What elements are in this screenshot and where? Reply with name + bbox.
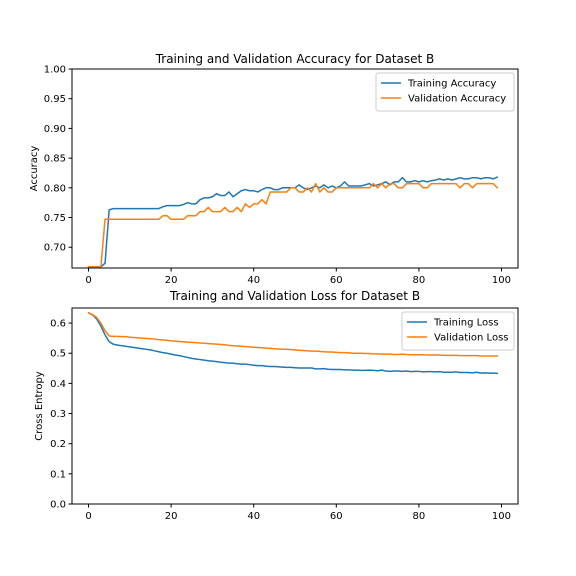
legend-label: Validation Accuracy bbox=[408, 94, 506, 105]
x-tick-label: 100 bbox=[492, 511, 511, 522]
y-tick-label: 0.75 bbox=[44, 213, 66, 224]
x-tick-label: 40 bbox=[247, 275, 260, 286]
y-tick-label: 0.85 bbox=[44, 154, 66, 165]
legend: Training Loss Validation Loss bbox=[401, 311, 515, 351]
x-tick-label: 0 bbox=[85, 275, 91, 286]
legend-box bbox=[401, 311, 515, 351]
plot-area-frame bbox=[71, 307, 519, 505]
y-tick-label: 0.95 bbox=[44, 94, 66, 105]
y-tick-label: 0.4 bbox=[50, 379, 66, 390]
series-line-training-accuracy bbox=[87, 176, 499, 268]
x-tick-label: 60 bbox=[330, 511, 343, 522]
series-line-validation-loss bbox=[87, 312, 499, 357]
chart-title: Training and Validation Loss for Dataset… bbox=[169, 289, 420, 303]
legend-label: Training Accuracy bbox=[407, 79, 496, 90]
y-tick-label: 0.2 bbox=[50, 439, 66, 450]
series-line-training-loss bbox=[87, 312, 499, 375]
legend-label: Training Loss bbox=[433, 318, 499, 329]
plot-area-frame bbox=[71, 68, 519, 269]
x-tick-label: 100 bbox=[492, 275, 511, 286]
y-tick-label: 0.1 bbox=[50, 469, 66, 480]
y-tick-label: 0.70 bbox=[44, 243, 66, 254]
legend-label: Validation Loss bbox=[434, 333, 509, 344]
y-tick-label: 0.6 bbox=[50, 319, 66, 330]
legend-box bbox=[375, 72, 515, 112]
loss-chart: Training and Validation Loss for Dataset… bbox=[34, 289, 519, 522]
y-tick-label: 1.00 bbox=[44, 65, 66, 76]
y-tick-label: 0.3 bbox=[50, 409, 66, 420]
legend: Training Accuracy Validation Accuracy bbox=[375, 72, 515, 112]
chart-title: Training and Validation Accuracy for Dat… bbox=[155, 52, 435, 66]
x-tick-label: 0 bbox=[85, 511, 91, 522]
y-axis-label: Accuracy bbox=[29, 146, 40, 192]
x-tick-label: 40 bbox=[247, 511, 260, 522]
accuracy-chart: Training and Validation Accuracy for Dat… bbox=[29, 52, 519, 286]
x-tick-label: 60 bbox=[330, 275, 343, 286]
y-tick-label: 0.0 bbox=[50, 500, 66, 511]
y-tick-label: 0.5 bbox=[50, 349, 66, 360]
x-tick-label: 20 bbox=[165, 511, 178, 522]
y-tick-label: 0.80 bbox=[44, 183, 66, 194]
y-tick-label: 0.90 bbox=[44, 124, 66, 135]
series-line-validation-accuracy bbox=[87, 182, 499, 268]
x-tick-label: 20 bbox=[165, 275, 178, 286]
x-tick-label: 80 bbox=[413, 275, 426, 286]
x-tick-label: 80 bbox=[413, 511, 426, 522]
y-axis-label: Cross Entropy bbox=[34, 371, 45, 441]
